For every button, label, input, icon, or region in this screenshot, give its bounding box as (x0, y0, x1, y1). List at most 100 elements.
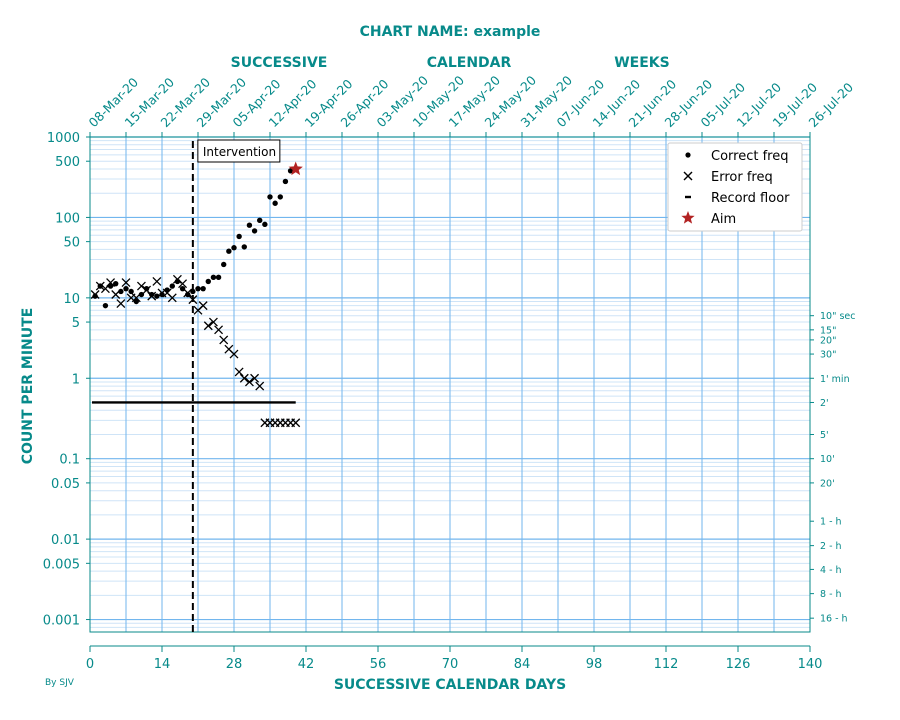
x-tick-label: 126 (726, 657, 751, 672)
y-tick-label: 1000 (47, 131, 80, 146)
credit-label: By SJV (45, 678, 75, 688)
y-tick-label: 0.05 (51, 477, 80, 492)
timing-label: 20" (820, 335, 836, 346)
correct-freq-point (287, 168, 294, 174)
x-axis-label: SUCCESSIVE CALENDAR DAYS (334, 677, 566, 693)
error-freq-point (147, 291, 157, 301)
legend-aim-marker (681, 211, 695, 224)
error-freq-point (255, 381, 265, 391)
timing-label: 8 - h (820, 589, 842, 600)
error-freq-point (203, 321, 213, 331)
correct-freq-point (277, 194, 283, 200)
correct-freq-point (241, 244, 247, 250)
error-freq-point (244, 377, 254, 387)
error-freq-point (291, 418, 301, 428)
phase-label: Intervention (203, 145, 276, 159)
legend-box (667, 142, 803, 232)
correct-freq-point (215, 274, 222, 281)
legend-error-label: Error freq (711, 170, 773, 185)
y-tick-label: 0.01 (51, 533, 80, 548)
correct-freq-point (226, 248, 232, 254)
correct-freq-point (154, 293, 160, 299)
x-tick-label: 140 (798, 657, 823, 672)
x-tick-label: 14 (154, 657, 171, 672)
y-tick-label: 0.001 (43, 614, 80, 629)
error-freq-point (100, 284, 110, 294)
legend-correct-label: Correct freq (711, 149, 788, 164)
correct-freq-point (92, 293, 98, 299)
x-tick-label: 70 (442, 657, 459, 672)
x-tick-label: 84 (514, 657, 531, 672)
timing-label: 30" (820, 350, 836, 361)
error-freq-point (239, 373, 249, 383)
error-freq-point (234, 367, 244, 377)
timing-label: 1 - h (820, 517, 842, 528)
top-header-calendar: CALENDAR (427, 55, 512, 71)
error-freq-point (188, 295, 198, 305)
y-axis-label: COUNT PER MINUTE (20, 308, 36, 465)
top-header-weeks: WEEKS (614, 55, 670, 71)
error-freq-point (121, 278, 131, 287)
correct-freq-point (246, 222, 253, 228)
correct-freq-point (128, 288, 134, 295)
y-tick-label: 0.005 (43, 557, 80, 572)
error-freq-point (183, 288, 193, 298)
x-tick-label: 0 (86, 657, 94, 672)
error-freq-point (111, 290, 121, 299)
timing-label: 1' min (820, 374, 850, 385)
error-freq-point (90, 290, 100, 299)
correct-freq-point (282, 178, 289, 185)
phase-label-box (197, 139, 281, 163)
correct-freq-point (118, 288, 124, 295)
correct-freq-point (205, 278, 211, 285)
legend-floor-label: Record floor (711, 191, 790, 206)
y-tick-label: 10 (63, 292, 80, 307)
timing-label: 15" (820, 325, 836, 336)
y-tick-label: 500 (55, 155, 80, 170)
error-freq-point (208, 317, 218, 327)
grid (89, 136, 811, 647)
error-freq-point (136, 281, 146, 291)
x-tick-label: 56 (370, 657, 387, 672)
x-tick-label: 112 (654, 657, 679, 672)
y-tick-label: 1 (72, 372, 80, 387)
error-freq-point (116, 299, 126, 308)
timing-label: 2' (820, 398, 829, 409)
error-freq-point (214, 325, 224, 335)
legend-correct-marker (685, 152, 691, 158)
correct-freq-point (123, 285, 129, 292)
data-layer: Intervention (90, 139, 303, 632)
correct-freq-point (169, 283, 175, 289)
x-tick-label: 28 (226, 657, 243, 672)
correct-freq-point (262, 221, 268, 228)
correct-freq-point (267, 194, 273, 200)
correct-freq-point (190, 288, 196, 295)
top-header-successive: SUCCESSIVE (231, 55, 328, 71)
correct-freq-point (195, 285, 201, 292)
y-tick-label: 50 (63, 236, 80, 251)
error-freq-point (95, 281, 105, 291)
y-tick-label: 0.1 (59, 453, 80, 468)
correct-freq-point (133, 298, 139, 305)
legend: Correct freq Error freq Record floor Aim (667, 142, 803, 232)
x-tick-label: 98 (586, 657, 603, 672)
error-freq-point (198, 301, 208, 311)
error-freq-point (167, 293, 177, 303)
correct-freq-point (200, 285, 206, 292)
y-tick-label: 5 (72, 316, 80, 331)
error-freq-point (229, 349, 239, 359)
correct-freq-point (113, 280, 119, 287)
legend-aim-label: Aim (711, 212, 736, 227)
error-freq-point (219, 335, 229, 345)
error-freq-point (152, 276, 162, 286)
timing-label: 2 - h (820, 541, 842, 552)
correct-freq-point (236, 233, 242, 240)
timing-label: 5' (820, 430, 829, 441)
y-tick-label: 100 (55, 211, 80, 226)
correct-freq-point (231, 245, 237, 251)
x-tick-label: 42 (298, 657, 315, 672)
correct-freq-point (221, 261, 227, 268)
timing-label: 20' (820, 478, 835, 489)
timing-label: 16 - h (820, 614, 848, 625)
